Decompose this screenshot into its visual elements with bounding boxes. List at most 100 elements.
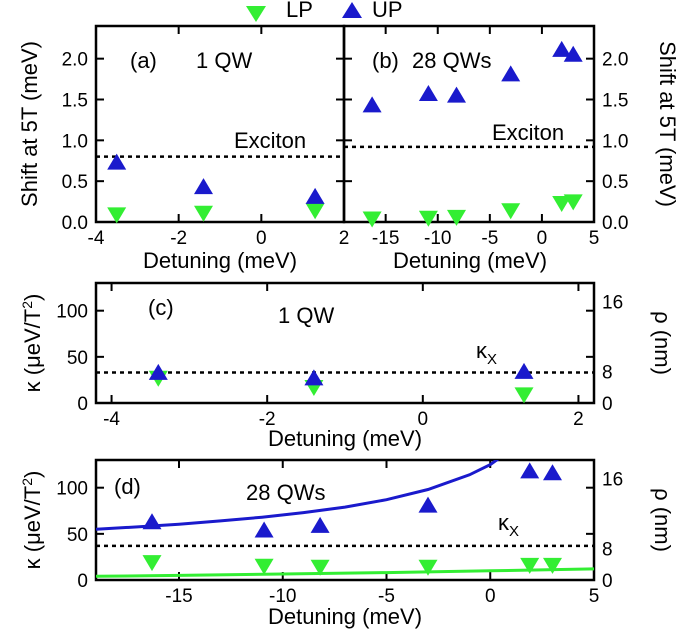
y-tick-label-c-2: 100 — [56, 302, 88, 323]
rho-tick-label-d-1: 8 — [602, 540, 613, 561]
y-tick-label-a-0: 0.0 — [62, 213, 88, 234]
panel-d-reference-label: κX — [498, 510, 519, 540]
legend-up-marker — [342, 2, 362, 18]
panel-d-reference-subscript: X — [509, 523, 519, 540]
legend-lp-marker — [246, 6, 266, 22]
x-tick-label-d-2: -5 — [378, 586, 395, 607]
rho-tick-label-d-2: 16 — [602, 469, 623, 490]
marker-a-up-1 — [194, 178, 213, 195]
marker-d-lp-2 — [310, 559, 330, 576]
marker-b-lp-5 — [563, 194, 583, 211]
panel-c-reference-subscript: X — [487, 351, 497, 368]
panel-b-sample-label: 28 QWs — [412, 48, 491, 73]
marker-d-lp-1 — [254, 558, 274, 575]
panel-a-xlabel: Detuning (meV) — [143, 248, 297, 273]
panel-c-ylabel-superscript: 2 — [19, 301, 35, 309]
panel-b-ylabel: Shift at 5T (meV) — [655, 41, 680, 207]
x-tick-label-a-0: -4 — [88, 228, 105, 249]
panel-d-label: (d) — [114, 474, 141, 499]
x-tick-label-c-1: -2 — [259, 409, 276, 430]
y-tick-label-right-b-0: 0.0 — [602, 213, 628, 234]
marker-a-lp-1 — [194, 205, 213, 222]
panel-d-ylabel-superscript: 2 — [19, 478, 35, 486]
panel-d-right-ylabel: ρ (nm) — [650, 488, 675, 552]
marker-c-up-2 — [514, 362, 534, 379]
y-tick-label-a-1: 0.5 — [62, 172, 88, 193]
x-tick-label-c-3: 2 — [573, 409, 584, 430]
y-tick-label-d-0: 0 — [77, 571, 88, 592]
x-tick-label-d-1: -10 — [269, 586, 296, 607]
panel-d-xlabel: Detuning (meV) — [268, 604, 422, 629]
marker-d-up-3 — [418, 496, 438, 513]
panel-c-xlabel: Detuning (meV) — [268, 426, 422, 451]
panel-a-reference-label: Exciton — [234, 128, 306, 153]
y-tick-label-a-3: 1.5 — [62, 91, 88, 112]
panel-c-right-ylabel: ρ (nm) — [650, 311, 675, 375]
marker-c-up-0 — [148, 363, 168, 380]
panel-b-frame — [342, 24, 596, 224]
marker-b-lp-1 — [418, 210, 438, 227]
marker-b-up-4 — [552, 40, 572, 57]
marker-a-up-0 — [107, 153, 127, 170]
y-tick-label-d-1: 50 — [67, 525, 88, 546]
panel-b-marks: -15 -10 -5 0 50.0 0.5 1.0 1.5 2.0 — [344, 26, 628, 249]
panel-a-sample-label: 1 QW — [196, 48, 252, 73]
marker-d-up-5 — [543, 464, 562, 481]
panel-d-sample-label: 28 QWs — [246, 480, 325, 505]
y-tick-label-a-2: 1.0 — [62, 131, 88, 152]
panel-c-frame — [94, 281, 596, 405]
marker-d-up-0 — [142, 513, 162, 530]
y-tick-label-c-0: 0 — [77, 394, 88, 415]
panel-c-sample-label: 1 QW — [278, 303, 334, 328]
rho-tick-label-d-0: 0 — [602, 571, 613, 592]
x-tick-label-a-1: -2 — [170, 228, 187, 249]
marker-b-lp-2 — [447, 209, 466, 226]
y-tick-label-a-4: 2.0 — [62, 50, 88, 71]
x-tick-label-c-0: -4 — [103, 409, 120, 430]
y-tick-label-right-b-2: 1.0 — [602, 131, 628, 152]
panel-c-label: (c) — [148, 295, 174, 320]
panel-a-ylabel: Shift at 5T (meV) — [17, 41, 42, 207]
marker-d-lp-4 — [520, 557, 540, 574]
panel-b-reference-label: Exciton — [492, 120, 564, 145]
marker-b-lp-4 — [552, 196, 572, 212]
marker-b-up-5 — [563, 45, 583, 62]
panel-c-reference-label: κX — [476, 338, 497, 368]
x-tick-label-b-0: -15 — [372, 228, 399, 249]
x-tick-label-d-3: 0 — [485, 586, 496, 607]
marker-c-up-1 — [304, 369, 324, 386]
x-tick-label-d-4: 5 — [589, 586, 600, 607]
marker-d-lp-5 — [543, 557, 562, 574]
fit-line-d-0 — [96, 460, 500, 531]
x-tick-label-b-2: -5 — [481, 228, 498, 249]
rho-tick-label-c-1: 8 — [602, 363, 613, 384]
legend: LP UP — [246, 0, 403, 22]
y-tick-label-right-b-4: 2.0 — [602, 50, 628, 71]
marker-b-lp-3 — [501, 203, 521, 220]
panel-a-label: (a) — [130, 48, 157, 73]
x-tick-label-a-3: 2 — [339, 228, 350, 249]
y-tick-label-right-b-3: 1.5 — [602, 91, 628, 112]
x-tick-label-d-0: -15 — [165, 586, 192, 607]
panel-c-ylabel: κ (μeV/T2) — [19, 294, 45, 393]
marker-b-up-3 — [501, 65, 521, 82]
marker-b-up-2 — [447, 86, 466, 103]
rho-tick-label-c-2: 16 — [602, 292, 623, 313]
y-tick-label-right-b-1: 0.5 — [602, 172, 628, 193]
marker-d-lp-0 — [142, 555, 162, 572]
y-tick-label-d-2: 100 — [56, 479, 88, 500]
legend-lp-label: LP — [286, 0, 313, 22]
x-tick-label-b-4: 5 — [589, 228, 600, 249]
marker-d-up-2 — [310, 516, 330, 533]
marker-b-up-1 — [418, 85, 438, 101]
panel-b-xlabel: Detuning (meV) — [393, 248, 547, 273]
rho-tick-label-c-0: 0 — [602, 394, 613, 415]
panel-b: -15 -10 -5 0 50.0 0.5 1.0 1.5 2.0 (b) 28 QWs Exc… — [342, 24, 680, 273]
fit-line-d-1 — [96, 567, 594, 578]
marker-c-lp-2 — [514, 387, 534, 404]
